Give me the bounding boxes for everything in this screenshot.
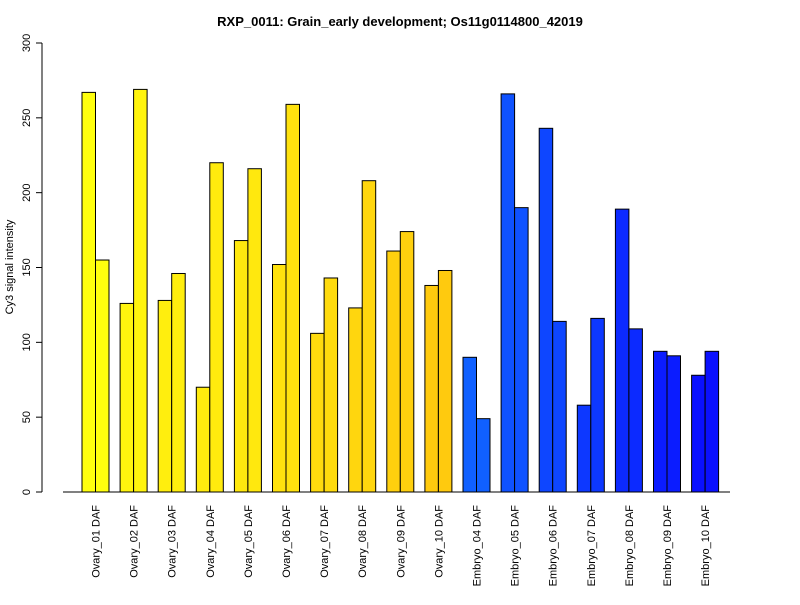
y-tick-label: 200 xyxy=(21,183,33,201)
bar xyxy=(81,91,96,493)
bar xyxy=(195,386,211,493)
bar xyxy=(233,240,249,493)
bar xyxy=(157,299,173,493)
bar xyxy=(500,93,516,493)
bar xyxy=(285,103,300,493)
bar xyxy=(272,264,287,493)
x-tick-label: Ovary_07 DAF xyxy=(319,505,331,578)
bar xyxy=(653,350,668,493)
bar xyxy=(310,332,325,493)
x-tick-label: Ovary_05 DAF xyxy=(243,505,255,578)
bar xyxy=(399,231,415,493)
x-tick-label: Ovary_04 DAF xyxy=(205,505,217,578)
x-tick-label: Embryo_05 DAF xyxy=(510,505,522,587)
x-tick-label: Ovary_02 DAF xyxy=(129,505,141,578)
bar xyxy=(691,374,706,493)
x-tick-label: Ovary_06 DAF xyxy=(281,505,293,578)
bar xyxy=(424,284,439,493)
y-tick-label: 100 xyxy=(21,333,33,351)
y-tick-label: 50 xyxy=(21,411,33,423)
bar xyxy=(386,250,401,493)
bar xyxy=(666,355,681,493)
bar xyxy=(209,162,224,493)
x-tick-label: Ovary_09 DAF xyxy=(395,505,407,578)
y-axis: 0 50 100 150 200 250 300 xyxy=(21,34,43,495)
bar xyxy=(247,168,262,493)
x-tick-label: Ovary_03 DAF xyxy=(167,505,179,578)
bar xyxy=(590,317,605,493)
x-tick-label: Ovary_10 DAF xyxy=(433,505,445,578)
bar xyxy=(514,207,529,493)
y-tick-label: 150 xyxy=(21,258,33,276)
x-tick-label: Embryo_08 DAF xyxy=(624,505,636,587)
x-tick-labels: Ovary_01 DAF Ovary_02 DAF Ovary_03 DAF Ovar… xyxy=(91,505,713,587)
x-tick-label: Ovary_08 DAF xyxy=(357,505,369,578)
x-tick-label: Embryo_10 DAF xyxy=(700,505,712,587)
bar xyxy=(614,208,630,493)
bar xyxy=(95,259,110,493)
chart-title: RXP_0011: Grain_early development; Os11g… xyxy=(217,14,583,29)
x-tick-label: Embryo_04 DAF xyxy=(472,505,484,587)
bar xyxy=(476,418,491,493)
x-tick-label: Embryo_09 DAF xyxy=(662,505,674,587)
bar xyxy=(437,269,453,493)
bar xyxy=(348,307,363,493)
bar-group xyxy=(81,88,720,493)
x-tick-label: Ovary_01 DAF xyxy=(91,505,103,578)
x-tick-label: Embryo_07 DAF xyxy=(586,505,598,587)
y-tick-label: 300 xyxy=(21,34,33,52)
bar xyxy=(171,272,186,493)
bar xyxy=(538,127,554,493)
bar xyxy=(133,88,148,493)
bar xyxy=(323,277,339,493)
y-tick-label: 250 xyxy=(21,109,33,127)
bar xyxy=(628,328,643,493)
bar xyxy=(361,180,377,493)
bar xyxy=(576,404,592,493)
y-axis-label: Cy3 signal intensity xyxy=(4,219,16,314)
bar xyxy=(462,356,477,493)
bar xyxy=(704,350,720,493)
y-tick-label: 0 xyxy=(21,489,33,495)
bar xyxy=(552,320,567,493)
bar xyxy=(119,302,135,493)
x-tick-label: Embryo_06 DAF xyxy=(548,505,560,587)
